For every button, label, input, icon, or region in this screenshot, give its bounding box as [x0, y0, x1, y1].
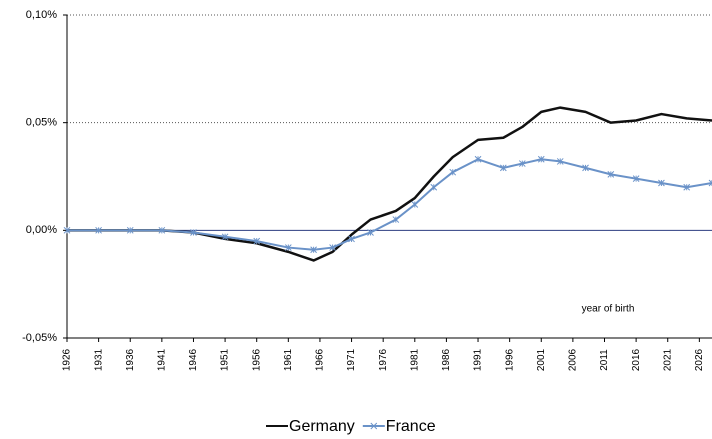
series-marker	[392, 216, 400, 223]
x-tick-label: 1956	[251, 348, 262, 371]
series-marker	[367, 229, 374, 236]
series-marker	[537, 155, 545, 163]
series-marker	[518, 160, 526, 167]
x-tick-label: 1966	[315, 348, 326, 371]
y-tick-label: 0,05%	[26, 117, 57, 129]
x-tick-label: 1971	[346, 348, 357, 371]
series-marker	[632, 175, 640, 183]
y-tick-label: -0,05%	[22, 332, 57, 344]
annotation: year of birth	[582, 304, 635, 315]
series-marker	[348, 235, 355, 243]
series-line	[67, 106, 712, 262]
legend-label: France	[386, 418, 436, 435]
y-tick-label: 0,00%	[26, 224, 57, 236]
legend-label: Germany	[289, 418, 355, 435]
series-marker	[95, 226, 102, 234]
series-marker	[499, 164, 507, 172]
x-tick-label: 2001	[536, 348, 547, 371]
x-tick-label: 2016	[631, 348, 642, 371]
series-marker	[607, 170, 615, 178]
y-tick-label: 0,10%	[26, 9, 57, 21]
series-marker	[329, 244, 336, 251]
series-marker	[582, 164, 589, 172]
series-marker	[126, 226, 134, 234]
x-tick-label: 1986	[441, 348, 452, 371]
series-marker	[310, 246, 317, 254]
x-tick-label: 1961	[283, 348, 294, 371]
x-tick-label: 1946	[188, 348, 199, 371]
x-tick-label: 1976	[378, 348, 389, 371]
x-tick-label: 1991	[473, 348, 484, 371]
series-marker	[658, 179, 665, 187]
series-marker	[158, 226, 166, 234]
series-line	[67, 158, 712, 251]
legend-marker	[370, 422, 378, 430]
series-marker	[284, 244, 292, 251]
series-marker	[683, 183, 691, 191]
series-marker	[474, 155, 482, 163]
x-tick-label: 1941	[156, 348, 167, 371]
x-tick-label: 1996	[504, 348, 515, 371]
x-tick-label: 2011	[599, 349, 610, 371]
x-tick-label: 2021	[662, 348, 673, 371]
x-tick-label: 2006	[568, 348, 579, 371]
x-tick-label: 1931	[93, 348, 104, 371]
series-marker	[411, 201, 419, 208]
series-marker	[253, 237, 261, 245]
x-tick-label: 1951	[220, 348, 231, 371]
series-marker	[449, 168, 457, 176]
x-tick-label: 2026	[694, 348, 705, 371]
x-tick-label: 1981	[409, 348, 420, 371]
series-marker	[63, 226, 71, 234]
series-marker	[190, 229, 197, 236]
x-tick-label: 1936	[125, 348, 136, 371]
series-marker	[430, 183, 438, 191]
x-tick-label: 1926	[62, 348, 73, 371]
series-marker	[708, 179, 712, 187]
series-marker	[221, 233, 229, 241]
series-marker	[556, 158, 564, 165]
